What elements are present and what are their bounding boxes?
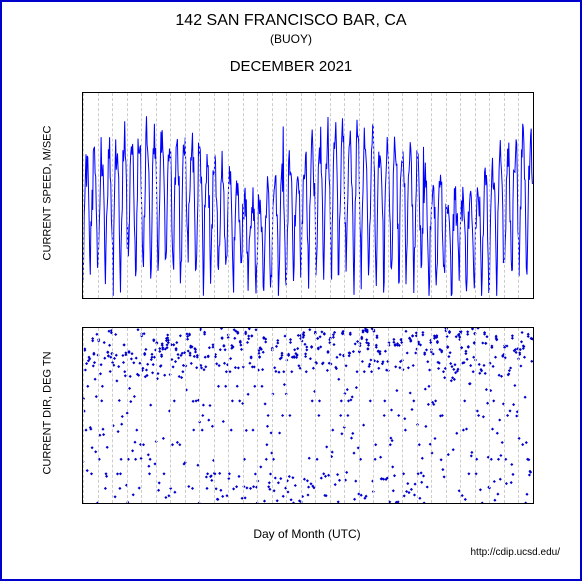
speed-xtick: 21 — [367, 298, 379, 299]
dir-xtick: 26 — [440, 503, 452, 504]
chart-frame: 142 SAN FRANCISCO BAR, CA (BUOY) DECEMBE… — [0, 0, 582, 581]
station-title: 142 SAN FRANCISCO BAR, CA — [2, 12, 580, 30]
dir-ylabel: CURRENT DIR, DEG TN — [41, 325, 53, 500]
speed-ytick: 0.5 — [82, 190, 83, 202]
speed-line-plot — [83, 93, 533, 298]
speed-xtick: 6 — [153, 298, 159, 299]
dir-xtick: 31 — [512, 503, 524, 504]
credit-url: http://cdip.ucsd.edu/ — [470, 547, 560, 558]
dir-ytick: 90 — [82, 453, 83, 465]
dir-xtick: 6 — [153, 503, 159, 504]
speed-xtick: 16 — [295, 298, 307, 299]
dir-scatter-plot — [83, 328, 533, 503]
speed-xtick: 26 — [440, 298, 452, 299]
dir-ytick: 180 — [82, 410, 83, 422]
x-axis-label: Day of Month (UTC) — [82, 527, 532, 541]
speed-chart-box: 0.00.51.0161116212631 — [82, 92, 534, 299]
month-title: DECEMBER 2021 — [2, 58, 580, 75]
speed-chart-area: CURRENT SPEED, M/SEC 0.00.51.01611162126… — [82, 92, 532, 297]
dir-xtick: 1 — [82, 503, 86, 504]
speed-xtick: 1 — [82, 298, 86, 299]
speed-ylabel: CURRENT SPEED, M/SEC — [41, 90, 53, 295]
dir-xtick: 16 — [295, 503, 307, 504]
dir-xtick: 11 — [222, 503, 233, 504]
dir-chart-box: 090180270360161116212631 — [82, 327, 534, 504]
dir-ytick: 270 — [82, 366, 83, 378]
speed-xtick: 31 — [512, 298, 524, 299]
dir-chart-area: CURRENT DIR, DEG TN 09018027036016111621… — [82, 327, 532, 502]
dir-xtick: 21 — [367, 503, 379, 504]
speed-ytick: 1.0 — [82, 92, 83, 99]
station-subtitle: (BUOY) — [2, 32, 580, 46]
speed-xtick: 11 — [222, 298, 233, 299]
dir-ytick: 360 — [82, 327, 83, 334]
